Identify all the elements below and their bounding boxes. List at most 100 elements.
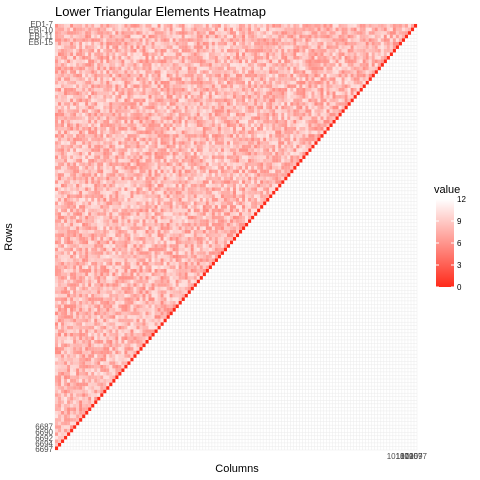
heatmap-cell	[97, 318, 101, 323]
heatmap-cell	[175, 155, 179, 159]
heatmap-cell	[58, 332, 62, 337]
diagonal-cell	[181, 297, 185, 301]
heatmap-cell	[85, 251, 89, 255]
heatmap-cell	[91, 329, 95, 333]
heatmap-cell	[205, 187, 209, 191]
heatmap-cell	[329, 116, 333, 120]
heatmap-cell	[112, 350, 116, 355]
heatmap-cell	[79, 105, 83, 110]
heatmap-cell	[61, 336, 65, 340]
heatmap-cell	[236, 180, 240, 184]
heatmap-cell	[178, 134, 182, 138]
heatmap-cell	[97, 364, 101, 369]
heatmap-cell	[229, 105, 234, 110]
heatmap-cell	[208, 166, 212, 170]
heatmap-cell	[70, 425, 74, 429]
heatmap-cell	[145, 176, 149, 181]
heatmap-cell	[139, 137, 143, 142]
heatmap-cell	[145, 126, 149, 131]
heatmap-cell	[193, 144, 197, 149]
heatmap-cell	[157, 144, 161, 149]
heatmap-cell	[61, 325, 65, 330]
heatmap-cell	[94, 116, 98, 120]
heatmap-cell	[82, 279, 86, 284]
heatmap-cell	[145, 180, 149, 184]
heatmap-cell	[112, 187, 116, 191]
heatmap-cell	[199, 158, 203, 163]
heatmap-cell	[106, 141, 110, 145]
heatmap-cell	[136, 148, 140, 152]
heatmap-cell	[169, 272, 173, 277]
heatmap-cell	[79, 173, 83, 177]
heatmap-cell	[223, 205, 227, 209]
heatmap-cell	[61, 311, 65, 316]
heatmap-cell	[130, 176, 134, 181]
heatmap-cell	[100, 322, 104, 326]
heatmap-cell	[73, 279, 77, 284]
heatmap-cell	[100, 126, 104, 131]
heatmap-cell	[148, 166, 152, 170]
heatmap-cell	[118, 272, 122, 277]
diagonal-cell	[67, 432, 71, 436]
heatmap-cell	[205, 258, 209, 262]
heatmap-cell	[73, 254, 77, 259]
heatmap-cell	[109, 322, 113, 326]
heatmap-cell	[196, 112, 200, 117]
heatmap-cell	[94, 109, 98, 113]
heatmap-cell	[139, 290, 143, 294]
heatmap-cell	[109, 343, 113, 348]
heatmap-cell	[187, 251, 191, 255]
heatmap-cell	[118, 322, 122, 326]
heatmap-cell	[236, 208, 240, 213]
heatmap-cell	[61, 368, 65, 372]
heatmap-cell	[94, 222, 98, 227]
heatmap-cell	[226, 197, 231, 202]
heatmap-cell	[73, 237, 77, 241]
heatmap-cell	[254, 123, 258, 127]
heatmap-cell	[190, 155, 194, 159]
heatmap-cell	[202, 208, 206, 213]
diagonal-cell	[55, 446, 59, 451]
heatmap-cell	[205, 169, 209, 174]
heatmap-cell	[214, 141, 218, 145]
heatmap-cell	[263, 148, 267, 152]
heatmap-cell	[275, 169, 279, 174]
heatmap-cell	[124, 233, 128, 238]
heatmap-cell	[205, 123, 209, 127]
heatmap-cell	[136, 222, 140, 227]
heatmap-cell	[130, 308, 134, 312]
heatmap-cell	[163, 261, 167, 266]
heatmap-cell	[208, 126, 212, 131]
heatmap-cell	[142, 283, 146, 287]
heatmap-cell	[133, 254, 137, 259]
heatmap-cell	[151, 272, 155, 277]
heatmap-cell	[151, 109, 155, 113]
heatmap-cell	[79, 414, 83, 419]
heatmap-cell	[61, 205, 65, 209]
heatmap-cell	[67, 407, 71, 411]
heatmap-cell	[58, 414, 62, 419]
heatmap-cell	[64, 297, 68, 301]
heatmap-cell	[251, 144, 255, 149]
heatmap-cell	[58, 126, 62, 131]
heatmap-cell	[124, 343, 128, 348]
heatmap-cell	[175, 212, 179, 216]
heatmap-cell	[118, 308, 122, 312]
heatmap-cell	[61, 258, 65, 262]
heatmap-cell	[175, 144, 179, 149]
heatmap-cell	[160, 290, 164, 294]
heatmap-cell	[97, 119, 101, 124]
heatmap-cell	[61, 141, 65, 145]
heatmap-cell	[220, 212, 224, 216]
heatmap-cell	[272, 151, 276, 156]
heatmap-cell	[157, 119, 161, 124]
heatmap-cell	[115, 134, 119, 138]
heatmap-cell	[139, 329, 143, 333]
heatmap-cell	[85, 364, 89, 369]
heatmap-cell	[70, 339, 74, 344]
heatmap-cell	[82, 286, 86, 291]
heatmap-cell	[232, 180, 237, 184]
heatmap-cell	[239, 197, 243, 202]
heatmap-cell	[172, 293, 176, 298]
heatmap-cell	[88, 364, 92, 369]
